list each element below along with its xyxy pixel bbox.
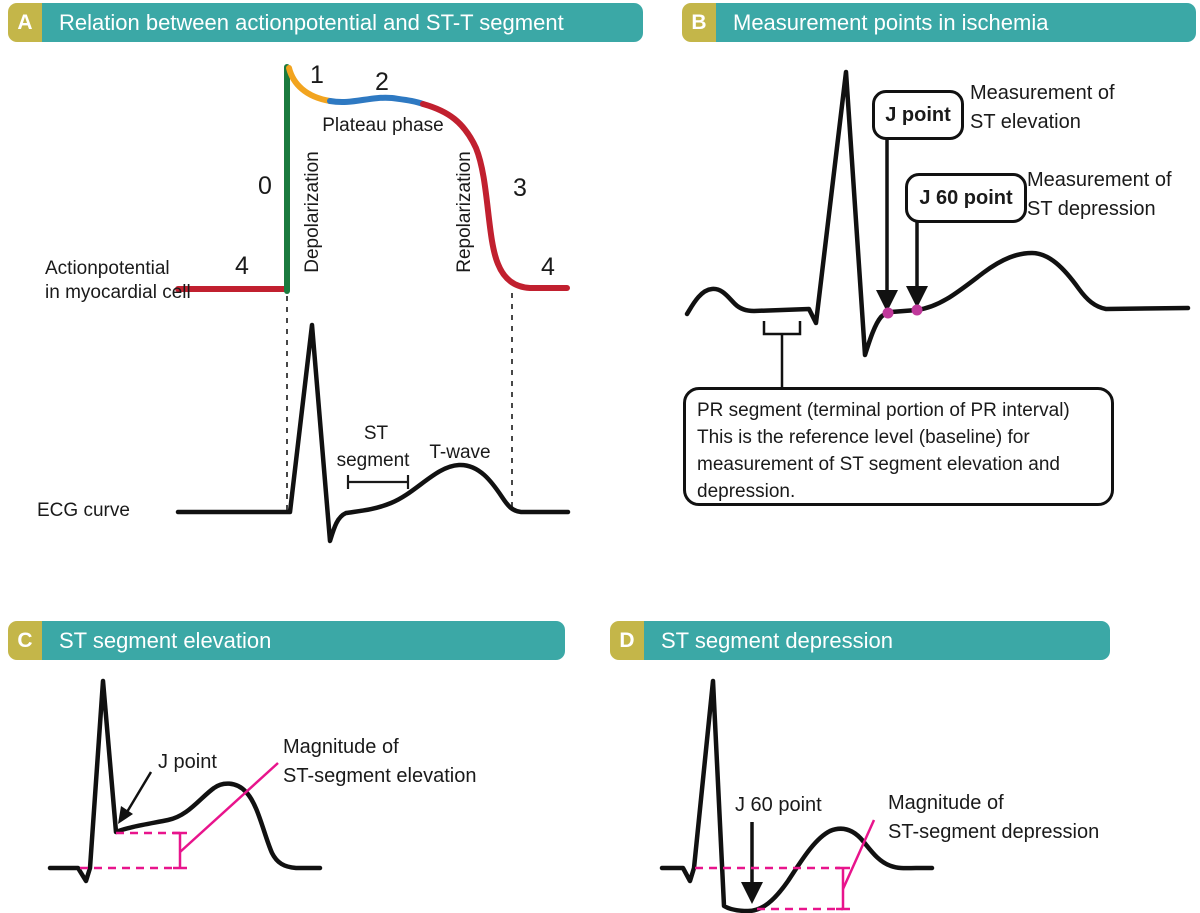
pr-note-line3: measurement of ST segment elevation and	[697, 454, 1060, 475]
panel-d-title: ST segment depression	[661, 627, 893, 653]
phase-4-right-label: 4	[541, 253, 555, 281]
st-depression-note: Measurement of ST depression	[1027, 166, 1172, 224]
ap-phase3-curve	[420, 101, 570, 291]
st-depression-note-line2: ST depression	[1027, 198, 1156, 220]
ap-phase1-curve	[286, 65, 333, 104]
d-j60-arrowhead	[741, 882, 763, 904]
panel-d-header: D ST segment depression	[610, 621, 1110, 660]
c-magnitude-label: Magnitude of ST-segment elevation	[283, 733, 476, 791]
ecg-curve-label: ECG curve	[37, 500, 130, 521]
d-j60-label: J 60 point	[735, 794, 822, 816]
st-elevation-note: Measurement of ST elevation	[970, 79, 1115, 137]
panel-a-header: A Relation between actionpotential and S…	[8, 3, 643, 42]
st-elevation-note-line1: Measurement of	[970, 82, 1115, 104]
pr-note-line2: This is the reference level (baseline) f…	[697, 427, 1030, 448]
panel-c-badge: C	[8, 621, 42, 660]
d-magnitude-line1: Magnitude of	[888, 792, 1004, 814]
pr-segment-note-box: PR segment (terminal portion of PR inter…	[683, 387, 1114, 506]
j60-callout: J 60 point	[905, 173, 1027, 223]
phase-4-left-label: 4	[235, 252, 249, 280]
c-jpoint-label: J point	[158, 751, 217, 773]
c-jpoint-arrowhead	[118, 806, 133, 824]
ecg-curve-a	[175, 322, 571, 544]
phase-1-label: 1	[310, 61, 324, 89]
panel-c-header: C ST segment elevation	[8, 621, 565, 660]
phase-2-label: 2	[375, 68, 389, 96]
phase-3-label: 3	[513, 174, 527, 202]
pr-segment-bracket	[762, 321, 802, 388]
c-magnitude-line2: ST-segment elevation	[283, 765, 477, 787]
t-wave-label: T-wave	[429, 442, 491, 463]
c-magnitude-pointer	[179, 762, 279, 853]
ecg-curve-c	[47, 678, 323, 884]
jpoint-dot	[882, 307, 894, 319]
jpoint-callout: J point	[872, 90, 964, 140]
phase-0-label: 0	[258, 172, 272, 200]
panel-b-title: Measurement points in ischemia	[733, 9, 1049, 35]
pr-note-line1: PR segment (terminal portion of PR inter…	[697, 400, 1070, 421]
jpoint-arrowhead	[876, 290, 898, 312]
d-magnitude-label: Magnitude of ST-segment depression	[888, 789, 1099, 847]
st-label-line1: ST	[363, 423, 389, 444]
d-magnitude-pointer	[841, 819, 876, 890]
panel-b-header: B Measurement points in ischemia	[682, 3, 1196, 42]
panel-a-title: Relation between actionpotential and ST-…	[59, 9, 564, 35]
st-label-line2: segment	[336, 450, 410, 471]
j60-arrowhead	[906, 286, 928, 308]
plateau-phase-label: Plateau phase	[322, 115, 444, 136]
actionpotential-label-line2: in myocardial cell	[45, 282, 191, 303]
panel-a-badge: A	[8, 3, 42, 42]
c-jpoint-arrow-stem	[125, 771, 153, 813]
ap-phase2-curve	[327, 94, 426, 107]
d-magnitude-line2: ST-segment depression	[888, 821, 1100, 843]
actionpotential-label: Actionpotential in myocardial cell	[45, 257, 191, 305]
panel-d-badge: D	[610, 621, 644, 660]
pr-note-line4: depression.	[697, 481, 796, 502]
repolarization-label: Repolarization	[454, 151, 475, 273]
j60-dot	[911, 304, 923, 316]
c-magnitude-line1: Magnitude of	[283, 736, 399, 758]
st-elevation-note-line2: ST elevation	[970, 111, 1081, 133]
st-segment-bracket	[346, 475, 410, 489]
st-depression-note-line1: Measurement of	[1027, 169, 1172, 191]
depolarization-label: Depolarization	[302, 151, 323, 273]
ecg-curve-d	[659, 678, 935, 913]
panel-c-title: ST segment elevation	[59, 627, 272, 653]
actionpotential-label-line1: Actionpotential	[45, 258, 170, 279]
panel-b-badge: B	[682, 3, 716, 42]
